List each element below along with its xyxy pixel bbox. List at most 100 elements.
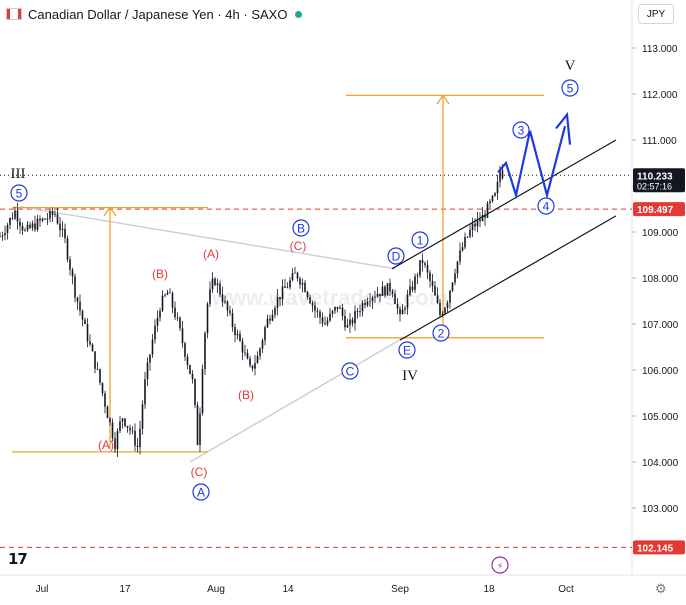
candle-body	[264, 327, 266, 341]
wave-label-IV: IV	[402, 368, 418, 384]
candle-body	[424, 263, 426, 265]
candle-body	[381, 286, 384, 297]
wave-label-red-A2: (A)	[203, 247, 219, 261]
wave-label-red-C2: (C)	[290, 239, 307, 253]
candle-body	[171, 292, 174, 308]
candle-body	[401, 309, 404, 315]
candle-body	[356, 311, 359, 313]
wave-label-blue-1: 1	[417, 234, 424, 248]
candle-body	[29, 224, 31, 228]
canada-flag-icon	[6, 8, 22, 20]
candle-body	[386, 283, 389, 296]
candle-body	[301, 282, 304, 285]
candle-body	[166, 292, 169, 295]
currency-selector[interactable]: JPY	[638, 4, 674, 24]
candle-body	[351, 319, 354, 324]
candle-body	[251, 365, 254, 369]
lightning-icon: ⚡	[497, 562, 503, 572]
candle-body	[324, 323, 326, 325]
candle-body	[466, 236, 469, 238]
candle-body	[246, 352, 249, 359]
candle-body	[84, 319, 86, 325]
price-tick-label: 106.000	[642, 366, 679, 377]
candle-body	[459, 250, 461, 262]
candle-body	[249, 358, 251, 366]
candle-body	[86, 324, 89, 342]
candle-body	[186, 356, 189, 365]
candle-body	[281, 286, 284, 300]
candle-body	[441, 313, 444, 316]
candle-body	[486, 203, 489, 218]
wave-label-blue-3: 3	[518, 124, 525, 138]
candle-body	[126, 425, 129, 428]
candle-body	[271, 314, 274, 321]
candle-body	[94, 351, 96, 369]
event-marker-icon[interactable]	[491, 556, 509, 574]
chart-header[interactable]: Canadian Dollar / Japanese Yen · 4h · SA…	[6, 5, 303, 23]
candle-body	[451, 282, 454, 291]
candle-body	[334, 306, 336, 311]
candle-body	[4, 233, 6, 236]
candle-body	[306, 291, 309, 298]
candle-body	[259, 348, 261, 356]
watermark: www.wavetraders.com	[211, 285, 448, 310]
time-tick-label: 17	[119, 584, 131, 595]
candle-body	[314, 305, 316, 311]
candle-body	[46, 218, 49, 220]
candle-body	[429, 272, 431, 281]
candle-body	[134, 430, 136, 446]
candle-body	[19, 221, 21, 227]
time-tick-label: 14	[282, 584, 294, 595]
candle-body	[346, 325, 349, 328]
candle-body	[131, 430, 134, 432]
candle-body	[421, 260, 424, 264]
candle-body	[276, 296, 279, 309]
candle-body	[284, 286, 286, 288]
candle-body	[219, 283, 221, 295]
settings-gear-icon[interactable]: ⚙	[655, 581, 667, 596]
candle-body	[261, 340, 264, 349]
candle-body	[76, 297, 79, 302]
wave-label-blue-4-circle	[537, 197, 555, 215]
price-tag-last-bg	[633, 168, 685, 193]
candle-body	[484, 214, 486, 218]
candle-body	[411, 286, 414, 290]
candle-body	[354, 311, 356, 324]
candle-body	[329, 313, 331, 321]
candle-body	[189, 364, 191, 374]
candle-body	[236, 333, 239, 336]
candle-body	[214, 278, 216, 286]
projection-arrow-head	[555, 111, 572, 145]
candle-body	[229, 310, 231, 314]
candle-body	[416, 275, 419, 277]
candle-body	[366, 301, 369, 306]
wave-label-blue-B-circle	[292, 219, 310, 237]
candle-body	[409, 286, 411, 295]
candle-body	[231, 313, 234, 328]
candle-body	[481, 214, 484, 222]
candle-body	[59, 223, 61, 231]
candle-body	[241, 341, 244, 353]
candle-body	[316, 310, 319, 312]
wave-label-blue-5-iii: 5	[16, 187, 23, 201]
candle-body	[209, 289, 211, 304]
candle-body	[106, 406, 109, 419]
candle-body	[114, 438, 116, 450]
price-tick-label: 111.000	[642, 136, 677, 147]
price-tick-label: 112.000	[642, 90, 678, 101]
candle-body	[376, 293, 379, 297]
candle-body	[199, 413, 201, 445]
candle-body	[169, 292, 171, 294]
candle-body	[394, 293, 396, 304]
projection-path	[497, 125, 567, 200]
candle-body	[194, 379, 196, 405]
candle-body	[326, 320, 329, 325]
price-tag-resistance-bg	[633, 202, 685, 217]
tradingview-logo-icon: 17	[8, 550, 28, 568]
candle-body	[406, 294, 409, 309]
candle-body	[349, 319, 351, 326]
candle-body	[434, 286, 436, 296]
candle-body	[139, 428, 141, 448]
